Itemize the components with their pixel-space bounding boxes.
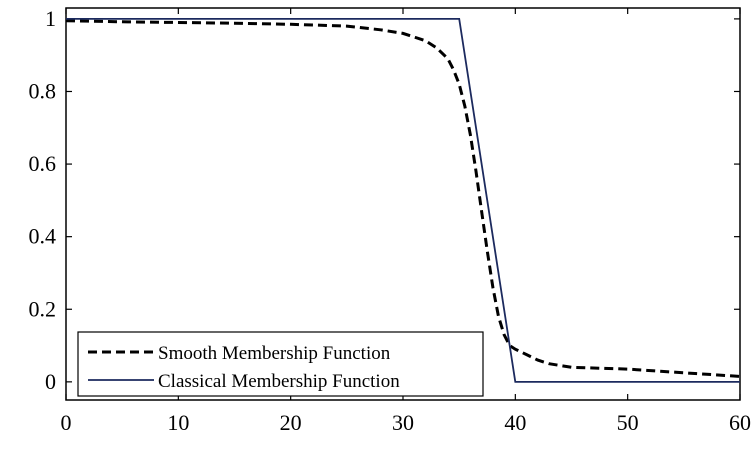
axis-tick-labels: 0 10 20 30 40 50 60 0 0.2 0.4 0.6 0.8 1	[29, 6, 752, 435]
y-tick-label: 0.4	[29, 224, 57, 249]
series-line-smooth	[65, 19, 741, 378]
x-tick-label: 10	[167, 410, 189, 435]
legend-box	[77, 331, 484, 397]
legend-label-smooth: Smooth Membership Function	[158, 343, 391, 364]
x-tick-label: 40	[504, 410, 526, 435]
series-line-classical	[66, 18, 740, 383]
legend: Smooth Membership Function Classical Memb…	[77, 331, 484, 397]
series-lines	[65, 18, 741, 383]
x-tick-label: 30	[392, 410, 414, 435]
y-tick-label: 0	[45, 369, 56, 394]
x-tick-label: 0	[61, 410, 72, 435]
x-tick-label: 60	[729, 410, 751, 435]
x-tick-label: 20	[280, 410, 302, 435]
legend-label-classical: Classical Membership Function	[158, 371, 400, 392]
y-tick-label: 1	[45, 6, 56, 31]
y-tick-label: 0.6	[29, 151, 57, 176]
x-tick-label: 50	[617, 410, 639, 435]
y-tick-label: 0.8	[29, 78, 57, 103]
y-tick-label: 0.2	[29, 296, 57, 321]
